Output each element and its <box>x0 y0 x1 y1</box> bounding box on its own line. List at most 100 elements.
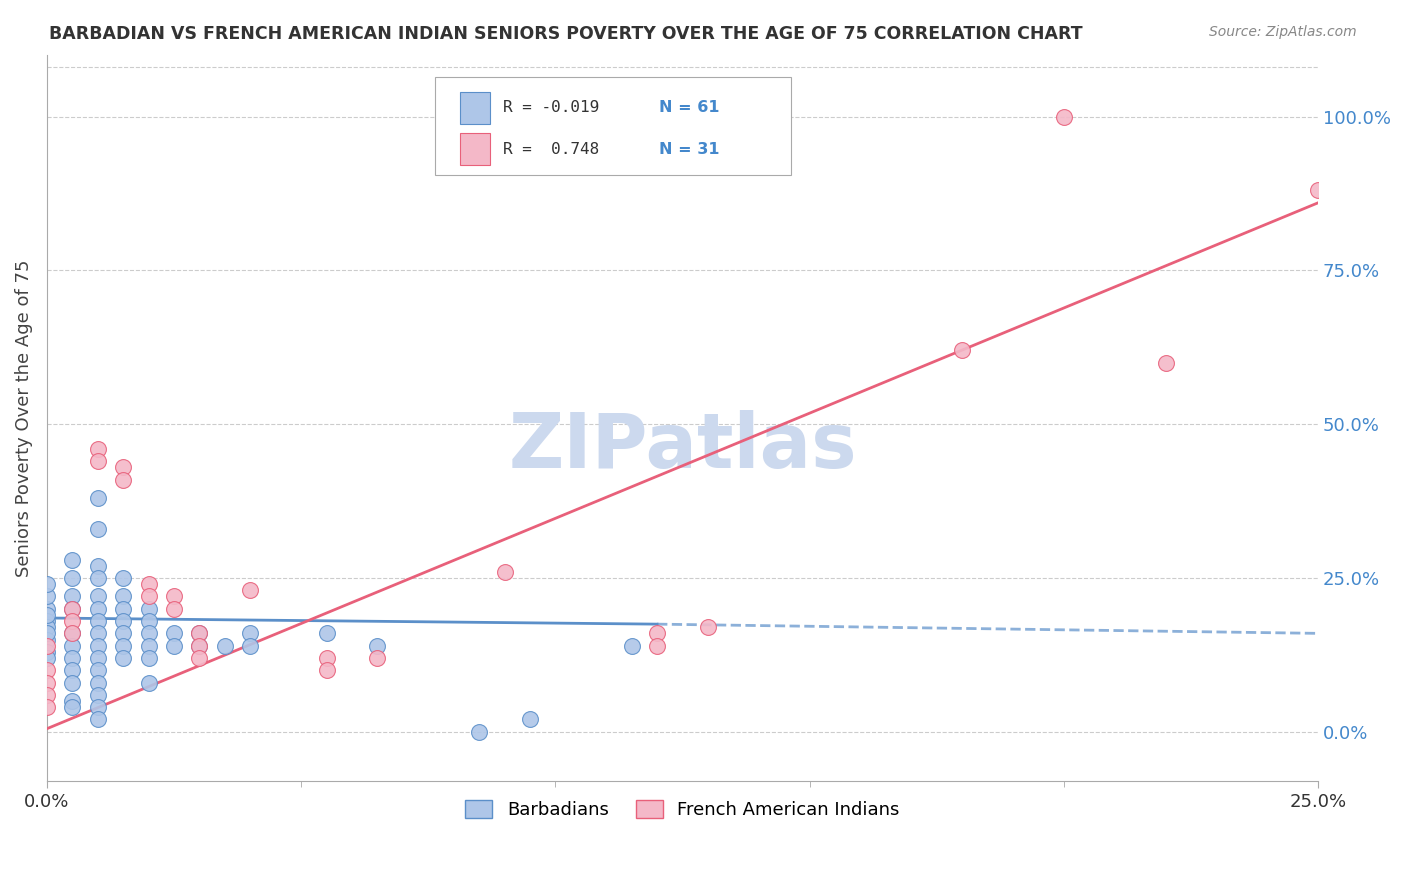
Point <box>35 700 58 714</box>
Point <box>138 590 160 604</box>
Point <box>35 590 58 604</box>
Text: N = 61: N = 61 <box>659 100 720 115</box>
Point <box>620 639 643 653</box>
Point <box>112 590 135 604</box>
Legend: Barbadians, French American Indians: Barbadians, French American Indians <box>458 793 907 826</box>
Point <box>35 607 58 622</box>
Point <box>366 639 388 653</box>
Point <box>35 577 58 591</box>
Point <box>163 590 186 604</box>
Point <box>60 639 83 653</box>
Point <box>1154 356 1177 370</box>
Point <box>35 626 58 640</box>
Point <box>138 614 160 628</box>
Text: BARBADIAN VS FRENCH AMERICAN INDIAN SENIORS POVERTY OVER THE AGE OF 75 CORRELATI: BARBADIAN VS FRENCH AMERICAN INDIAN SENI… <box>49 25 1083 43</box>
Point <box>315 663 337 677</box>
Point <box>645 626 668 640</box>
Text: R = -0.019: R = -0.019 <box>503 100 599 115</box>
Point <box>87 442 110 456</box>
Point <box>60 626 83 640</box>
Point <box>35 620 58 634</box>
FancyBboxPatch shape <box>434 77 790 175</box>
Point <box>239 626 262 640</box>
Point <box>138 639 160 653</box>
Point <box>112 473 135 487</box>
Point <box>60 614 83 628</box>
Point <box>315 651 337 665</box>
Point <box>188 639 211 653</box>
Point <box>87 522 110 536</box>
Point <box>87 713 110 727</box>
Point <box>35 675 58 690</box>
Point <box>87 688 110 702</box>
Point <box>112 614 135 628</box>
Point <box>645 639 668 653</box>
Point <box>112 626 135 640</box>
Point <box>519 713 541 727</box>
Point <box>87 639 110 653</box>
Point <box>188 651 211 665</box>
Point <box>60 663 83 677</box>
Point <box>87 663 110 677</box>
Point <box>60 552 83 566</box>
Point <box>366 651 388 665</box>
Point <box>35 688 58 702</box>
Point <box>697 620 720 634</box>
Point <box>60 675 83 690</box>
Point <box>87 614 110 628</box>
Point <box>87 454 110 468</box>
Point <box>35 632 58 647</box>
Point <box>188 626 211 640</box>
Point <box>112 460 135 475</box>
Point <box>60 626 83 640</box>
Point <box>239 639 262 653</box>
Point <box>87 558 110 573</box>
Point <box>60 651 83 665</box>
Text: R =  0.748: R = 0.748 <box>503 142 599 157</box>
Text: Source: ZipAtlas.com: Source: ZipAtlas.com <box>1209 25 1357 39</box>
Point <box>188 639 211 653</box>
Text: N = 31: N = 31 <box>659 142 720 157</box>
Point <box>87 651 110 665</box>
Point <box>138 626 160 640</box>
FancyBboxPatch shape <box>460 92 491 123</box>
Point <box>35 601 58 615</box>
Point <box>315 626 337 640</box>
Point <box>87 626 110 640</box>
Point <box>138 601 160 615</box>
Point <box>950 343 973 358</box>
Point <box>1053 110 1076 124</box>
Point <box>60 601 83 615</box>
Point <box>163 639 186 653</box>
Point <box>87 700 110 714</box>
Point <box>35 651 58 665</box>
Point <box>60 571 83 585</box>
Point <box>35 639 58 653</box>
Point <box>239 583 262 598</box>
Point <box>163 601 186 615</box>
Point <box>35 614 58 628</box>
Point <box>214 639 236 653</box>
Point <box>87 590 110 604</box>
Point <box>87 675 110 690</box>
Point <box>35 663 58 677</box>
Point <box>87 601 110 615</box>
Point <box>60 590 83 604</box>
Point <box>138 577 160 591</box>
Point <box>1308 184 1330 198</box>
Point <box>112 639 135 653</box>
Point <box>112 651 135 665</box>
Point <box>60 694 83 708</box>
Point <box>163 626 186 640</box>
Y-axis label: Seniors Poverty Over the Age of 75: Seniors Poverty Over the Age of 75 <box>15 260 32 577</box>
Point <box>60 700 83 714</box>
Point <box>138 651 160 665</box>
Point <box>60 601 83 615</box>
Point <box>35 645 58 659</box>
Point <box>112 571 135 585</box>
Point <box>138 675 160 690</box>
Point <box>468 724 491 739</box>
Text: ZIPatlas: ZIPatlas <box>508 410 856 484</box>
FancyBboxPatch shape <box>460 133 491 165</box>
Point <box>188 626 211 640</box>
